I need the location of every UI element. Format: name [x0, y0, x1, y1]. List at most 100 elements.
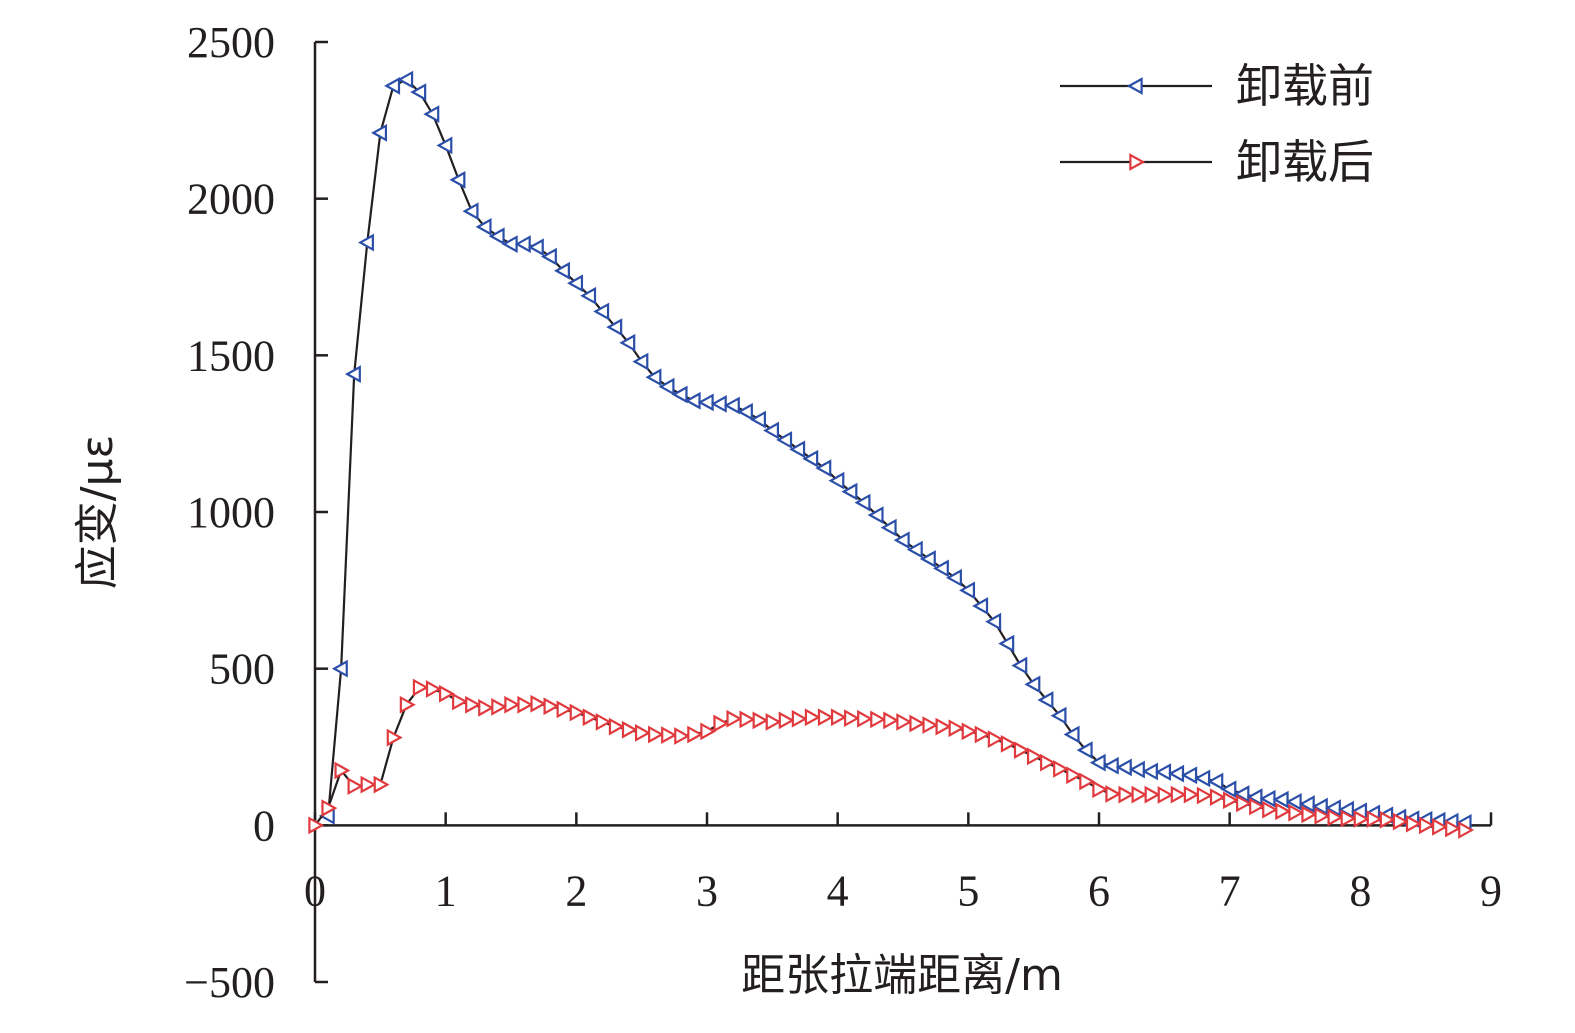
- data-point: [841, 482, 858, 501]
- x-tick-label: 3: [696, 866, 718, 915]
- data-point: [438, 684, 455, 703]
- data-point: [1037, 691, 1054, 709]
- data-point: [1275, 802, 1292, 821]
- data-point: [1314, 807, 1331, 825]
- legend-label: 卸载前: [1236, 59, 1374, 113]
- x-tick-label: 4: [827, 866, 849, 915]
- data-point: [1168, 764, 1185, 783]
- data-point: [632, 352, 649, 371]
- data-point: [1026, 747, 1043, 766]
- data-point: [1340, 809, 1357, 828]
- data-point: [556, 700, 573, 719]
- data-point: [922, 716, 939, 734]
- data-point: [608, 717, 625, 736]
- y-tick-label: 2500: [187, 18, 275, 67]
- data-point: [1102, 756, 1119, 775]
- data-point: [883, 711, 900, 730]
- data-point: [465, 695, 482, 714]
- data-point: [527, 238, 544, 257]
- data-point: [308, 816, 325, 835]
- data-point: [713, 714, 730, 733]
- legend-label: 卸载后: [1236, 135, 1374, 189]
- data-point: [1011, 656, 1028, 675]
- data-point: [1105, 785, 1122, 803]
- data-point: [491, 698, 508, 716]
- data-point: [373, 775, 390, 794]
- data-point: [412, 678, 429, 697]
- data-point: [726, 709, 743, 728]
- y-tick-label: 0: [253, 801, 275, 850]
- data-point: [723, 396, 740, 415]
- data-point: [410, 83, 427, 102]
- data-point: [360, 775, 377, 794]
- data-point: [501, 235, 518, 253]
- data-point: [1066, 766, 1083, 785]
- data-point: [530, 694, 547, 713]
- y-tick-label: 2000: [187, 175, 275, 224]
- x-tick-label: 5: [957, 866, 979, 915]
- data-point: [1181, 766, 1198, 785]
- y-tick-label: 1000: [187, 488, 275, 537]
- data-point: [674, 727, 691, 745]
- data-point: [1183, 785, 1200, 804]
- data-point: [1155, 763, 1172, 781]
- data-point: [619, 333, 636, 352]
- data-point: [906, 540, 923, 559]
- data-point: [397, 70, 414, 89]
- x-tick-label: 7: [1219, 866, 1241, 915]
- data-point: [436, 136, 453, 155]
- data-point: [867, 506, 884, 525]
- data-point: [710, 395, 727, 413]
- data-point: [634, 724, 651, 742]
- data-point: [386, 728, 403, 747]
- data-point: [935, 717, 952, 736]
- data-point: [1209, 788, 1226, 807]
- data-point: [554, 261, 570, 280]
- data-point: [946, 568, 962, 587]
- data-point: [684, 391, 701, 410]
- data-point: [648, 725, 664, 744]
- data-point: [789, 440, 806, 459]
- data-point: [384, 76, 401, 95]
- data-point: [671, 385, 688, 404]
- data-point: [475, 217, 492, 236]
- data-point: [1298, 795, 1315, 813]
- data-point: [488, 227, 505, 246]
- data-point: [909, 714, 926, 733]
- data-point: [595, 713, 612, 731]
- data-point: [974, 725, 991, 744]
- data-point: [804, 708, 821, 727]
- data-point: [1013, 741, 1030, 760]
- data-point: [1324, 799, 1341, 817]
- data-point: [736, 402, 753, 421]
- data-point: [778, 711, 795, 730]
- data-point: [1115, 758, 1132, 777]
- data-point: [1418, 816, 1435, 835]
- data-point: [1170, 785, 1187, 804]
- data-point: [593, 302, 610, 321]
- data-point: [1024, 675, 1041, 694]
- data-point: [1142, 762, 1158, 781]
- data-point: [331, 659, 348, 678]
- data-point: [658, 377, 675, 396]
- data-point: [462, 202, 479, 221]
- data-point: [621, 720, 638, 739]
- data-point: [452, 692, 468, 711]
- data-point: [987, 730, 1004, 749]
- data-point: [817, 708, 834, 727]
- data-point: [1233, 785, 1250, 803]
- series-2: [308, 678, 1475, 839]
- x-tick-label: 1: [435, 866, 457, 915]
- data-point: [1301, 805, 1318, 824]
- data-point: [1050, 706, 1067, 725]
- y-tick-label: −500: [184, 958, 275, 1007]
- data-point: [517, 695, 534, 714]
- data-point: [1288, 803, 1305, 822]
- data-point: [880, 518, 897, 537]
- data-point: [1000, 734, 1017, 753]
- y-tick-label: 500: [209, 645, 275, 694]
- data-point: [1405, 814, 1422, 833]
- data-point: [750, 410, 766, 429]
- x-tick-label: 0: [304, 866, 326, 915]
